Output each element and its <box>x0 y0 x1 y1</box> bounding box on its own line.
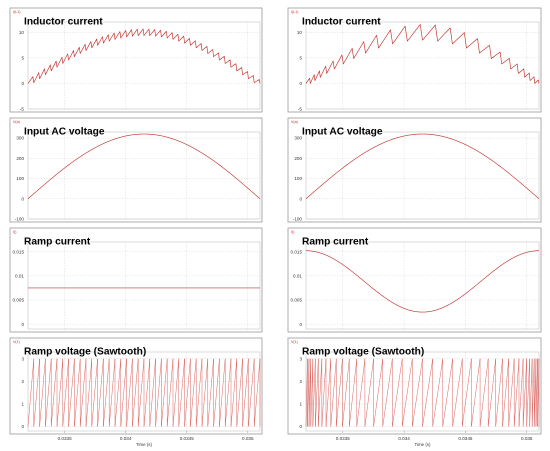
panel-left-3: V(1) 3 2 1 0 Ramp voltage (Sawtooth) 0.0335 0.0… <box>9 337 263 447</box>
panel-left-1: V(a) 300 200 100 0 -100 Input AC voltage <box>9 117 263 223</box>
unit-label: V(a) <box>291 120 298 124</box>
y-tick-label: 5 <box>21 55 24 60</box>
series-line <box>27 133 261 200</box>
x-axis-title: Time (s) <box>415 442 431 447</box>
y-tick-label: 0 <box>299 424 302 429</box>
series-line <box>305 133 540 200</box>
y-tick-label: 3 <box>299 356 302 361</box>
series-line <box>305 250 540 313</box>
panel-title: Inductor current <box>24 17 103 28</box>
unit-label: I(L1) <box>13 10 20 14</box>
y-tick-label: -5 <box>20 107 25 112</box>
plot-area <box>305 241 540 330</box>
x-tick-label: 0.0335 <box>336 436 350 441</box>
unit-label: V(1) <box>291 340 298 344</box>
y-tick-label: -100 <box>293 217 303 222</box>
y-tick-label: 1 <box>21 402 24 407</box>
y-tick-label: 0 <box>299 196 302 201</box>
y-tick-label: 0.005 <box>13 298 25 303</box>
y-tick-label: 300 <box>16 136 24 141</box>
y-tick-label: 0.015 <box>291 249 303 254</box>
panel-left-0: I(L1) 10 5 0 -5 Inductor current <box>9 7 263 113</box>
y-tick-label: 100 <box>16 176 24 181</box>
y-tick-label: -100 <box>15 217 25 222</box>
unit-label: I() <box>13 230 16 234</box>
y-tick-label: 0 <box>21 81 24 86</box>
y-tick-label: 0 <box>21 322 24 327</box>
y-tick-label: 10 <box>297 30 303 35</box>
y-tick-label: 300 <box>294 136 302 141</box>
y-tick-label: 200 <box>294 156 302 161</box>
y-tick-label: 3 <box>21 356 24 361</box>
plot-area <box>27 241 261 330</box>
y-tick-label: 2 <box>299 379 302 384</box>
y-tick-label: 1 <box>299 402 302 407</box>
unit-label: I() <box>291 230 294 234</box>
series-line <box>27 28 261 84</box>
y-tick-label: 0.005 <box>291 298 303 303</box>
plot-area <box>305 21 540 110</box>
y-tick-label: 5 <box>299 55 302 60</box>
x-tick-label: 0.034 <box>120 436 132 441</box>
panel-title: Inductor current <box>302 17 381 28</box>
series-line <box>305 358 540 427</box>
y-tick-label: 0.01 <box>293 273 302 278</box>
panel-title: Ramp current <box>24 237 91 248</box>
x-tick-label: 0.035 <box>521 436 533 441</box>
panel-title: Ramp voltage (Sawtooth) <box>302 347 424 358</box>
panel-right-1: V(a) 300 200 100 0 -100 Input AC voltage <box>287 117 542 223</box>
plot-area <box>305 131 540 220</box>
y-tick-label: 100 <box>294 176 302 181</box>
unit-label: V(a) <box>13 120 20 124</box>
x-axis-title: Time (s) <box>136 442 152 447</box>
x-tick-label: 0.0345 <box>458 436 472 441</box>
panel-title: Input AC voltage <box>302 127 383 138</box>
panel-right-3: V(1) 3 2 1 0 Ramp voltage (Sawtooth) 0.0335 0.0… <box>287 337 542 447</box>
x-tick-label: 0.035 <box>242 436 254 441</box>
y-tick-label: 0.01 <box>15 273 24 278</box>
y-tick-label: 0.015 <box>13 249 25 254</box>
panel-title: Ramp voltage (Sawtooth) <box>24 347 146 358</box>
y-tick-label: 10 <box>19 30 25 35</box>
unit-label: V(1) <box>13 340 20 344</box>
plot-area <box>27 21 261 110</box>
plot-area <box>27 131 261 220</box>
panel-right-0: I(L1) 10 5 0 -5 Inductor current <box>287 7 542 113</box>
series-line <box>27 358 261 427</box>
y-tick-label: 0 <box>21 196 24 201</box>
x-tick-label: 0.0335 <box>58 436 72 441</box>
x-tick-label: 0.0345 <box>180 436 194 441</box>
panel-title: Ramp current <box>302 237 369 248</box>
panel-title: Input AC voltage <box>24 127 105 138</box>
unit-label: I(L1) <box>291 10 298 14</box>
panel-right-2: I() 0.015 0.01 0.005 0 Ramp current <box>287 227 542 333</box>
series-line <box>305 24 540 84</box>
y-tick-label: 0 <box>299 322 302 327</box>
y-tick-label: 2 <box>21 379 24 384</box>
y-tick-label: 0 <box>21 424 24 429</box>
y-tick-label: -5 <box>298 107 303 112</box>
y-tick-label: 200 <box>16 156 24 161</box>
x-tick-label: 0.034 <box>398 436 410 441</box>
panel-left-2: I() 0.015 0.01 0.005 0 Ramp current <box>9 227 263 333</box>
y-tick-label: 0 <box>299 81 302 86</box>
